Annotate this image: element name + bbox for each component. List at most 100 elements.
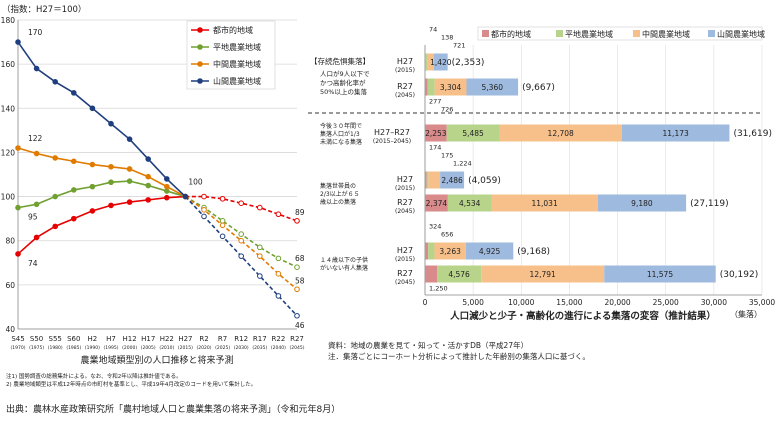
group-label-2: 今後３０年間で: [320, 122, 362, 130]
group-sublabel-1: 人口が9人以下で: [320, 69, 370, 78]
x-tick-year-label: (2015): [178, 345, 193, 351]
bar-segment: [491, 194, 598, 212]
data-point: [257, 253, 263, 259]
bar-total-label: (2,353): [452, 58, 485, 68]
y-tick-label: 40: [5, 325, 15, 334]
data-point: [238, 200, 244, 206]
legend-marker: [197, 61, 203, 67]
data-point: [257, 204, 263, 211]
x-tick-year-label: (2005): [141, 345, 156, 351]
series-line-historical: [17, 147, 186, 198]
bar-callout-label: 277: [429, 98, 441, 106]
bar-legend-label: 中間農業地域: [642, 29, 690, 39]
x-tick-label: R12: [234, 335, 248, 343]
data-point: [71, 187, 77, 193]
x-tick-year-label: (2010): [159, 345, 174, 351]
series-line-historical: [17, 41, 186, 198]
bar-segment-label: 1,420: [430, 58, 452, 67]
data-point: [126, 178, 133, 184]
data-point: [108, 202, 114, 209]
data-point: [164, 176, 170, 182]
bar-callout-label: 1,250: [429, 285, 448, 293]
data-point: [33, 201, 40, 208]
bar-segment: [597, 194, 687, 212]
data-point: [52, 79, 59, 85]
bar-legend-swatch: [708, 30, 715, 37]
x-tick-label: H22: [160, 335, 174, 343]
data-point: [126, 136, 133, 142]
bar-category-label: R27: [397, 82, 413, 91]
data-point: [275, 271, 282, 277]
x-tick-year-label: (2020): [197, 345, 212, 351]
data-point: [219, 218, 226, 224]
group-label-4: １４歳以下の子供: [320, 256, 368, 264]
group-label-3: 2/3以上が６５: [320, 190, 360, 198]
bar-segment: [427, 53, 434, 71]
data-point: [15, 39, 21, 45]
bar-category-label: H27: [397, 57, 413, 66]
bar-segment: [427, 78, 435, 96]
x-tick-label: H17: [141, 335, 155, 343]
y-tick-label: 160: [1, 60, 16, 69]
bar-segment-label: 11,031: [531, 199, 557, 208]
bar-category-label: R27: [397, 269, 413, 278]
bar-segment: [604, 265, 716, 283]
data-point: [294, 286, 300, 293]
bar-legend-label: 都市的地域: [491, 29, 531, 39]
data-point: [238, 253, 244, 259]
legend-label: 平地農業地域: [213, 42, 261, 52]
bar-segment: [481, 265, 605, 283]
bar-segment: [447, 194, 492, 212]
bar-segment-label: 12,708: [548, 129, 574, 138]
bar-segment: [426, 171, 429, 189]
legend-box: [186, 20, 276, 90]
bar-segment-label: 11,173: [663, 129, 689, 138]
data-point: [15, 251, 21, 257]
x-tick-label: R27: [290, 335, 304, 343]
series-line-historical: [17, 180, 186, 209]
bar-x-axis-label: （集落）: [730, 309, 762, 319]
group-label-3: 集落世帯員の: [320, 182, 356, 190]
x-tick-label: S45: [11, 335, 24, 343]
bar-category-label: H27–R27: [374, 128, 410, 137]
x-tick-label: H12: [123, 335, 137, 343]
data-point: [257, 273, 263, 279]
x-tick-label: H2: [88, 335, 98, 343]
x-tick-label: R22: [272, 335, 286, 343]
data-point: [33, 65, 40, 72]
x-tick-year-label: (2000): [122, 345, 137, 351]
legend-marker: [197, 78, 203, 84]
bar-legend-swatch: [556, 30, 563, 37]
group-label-3: 歳以上の集落: [320, 198, 356, 206]
bar-segment: [425, 124, 447, 142]
legend-label: 中間農業地域: [213, 59, 261, 69]
bar-segment: [434, 242, 466, 260]
data-point: [71, 215, 77, 222]
bar-callout-label: 74: [429, 26, 437, 34]
y-tick-label: 180: [1, 16, 16, 25]
data-point: [15, 204, 21, 211]
group-label-4: がいない有人集落: [320, 264, 368, 272]
group-sublabel-1: かつ高齢化率が: [320, 78, 366, 87]
data-point: [201, 207, 207, 213]
x-tick-year-label: (1985): [66, 345, 81, 351]
bar-segment: [425, 194, 448, 212]
bar-segment-label: 2,374: [426, 199, 448, 208]
bar-total-label: (9,168): [517, 247, 550, 257]
data-point: [126, 166, 133, 172]
bar-segment-label: 9,180: [631, 199, 653, 208]
bar-callout-label: 138: [441, 34, 453, 42]
bar-segment: [425, 265, 438, 283]
bar-segment: [466, 78, 519, 96]
bar-x-tick-label: 5,000: [462, 298, 484, 307]
bar-segment-label: 2,486: [441, 176, 463, 185]
group-label-2: 集落人口が1/3: [320, 130, 360, 138]
data-point: [71, 158, 77, 165]
bar-segment: [428, 242, 435, 260]
y-tick-label: 140: [1, 104, 16, 113]
data-point: [145, 173, 151, 180]
bar-segment-label: 11,575: [647, 270, 673, 279]
x-tick-label: R17: [253, 335, 267, 343]
data-point: [89, 208, 96, 214]
